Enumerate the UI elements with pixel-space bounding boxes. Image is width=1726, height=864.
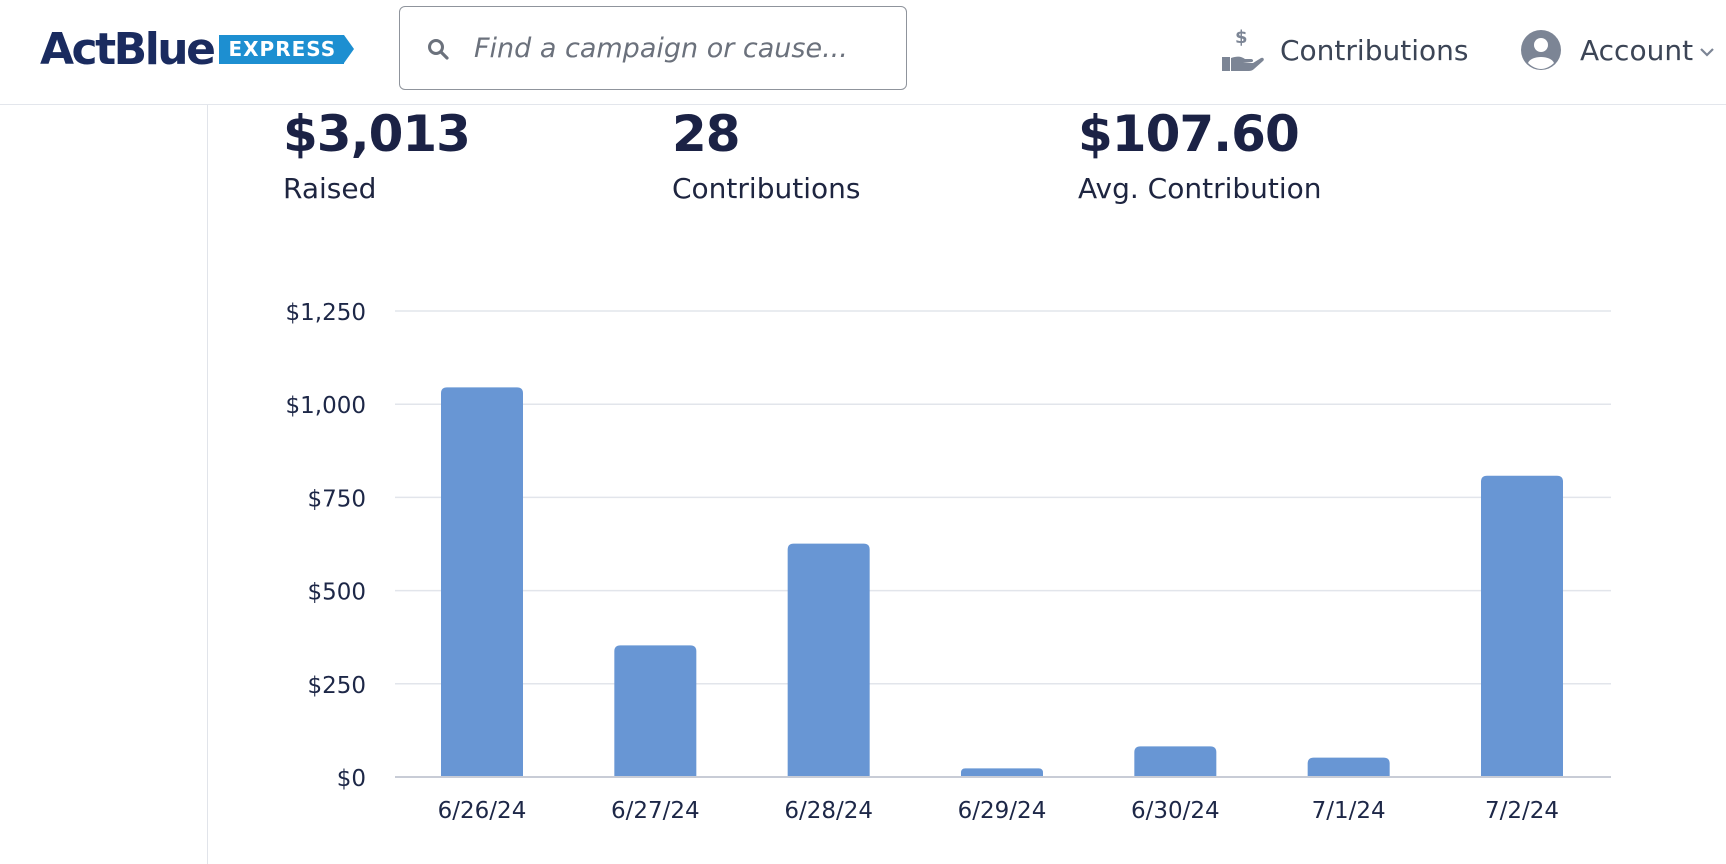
stat-average-value: $107.60 xyxy=(1078,105,1300,163)
search-icon xyxy=(428,39,449,60)
search-box[interactable] xyxy=(399,6,907,90)
nav-contributions-label: Contributions xyxy=(1280,33,1469,67)
stat-contributions-label: Contributions xyxy=(672,172,861,205)
top-header: ActBlue EXPRESS $ Contributions Account xyxy=(0,0,1726,105)
hand-holding-dollar-icon: $ xyxy=(1222,27,1264,71)
contributions-summary-card: $3,013 Raised 28 Contributions $107.60 A… xyxy=(207,104,1726,864)
logo-badge: EXPRESS xyxy=(219,34,355,64)
user-circle-icon xyxy=(1521,30,1561,70)
logo-badge-arrow xyxy=(344,35,355,63)
stat-contributions: 28 Contributions xyxy=(672,104,860,205)
stat-raised: $3,013 Raised xyxy=(283,104,471,205)
svg-text:$: $ xyxy=(1235,27,1248,48)
logo-badge-text: EXPRESS xyxy=(219,34,345,64)
nav-contributions[interactable]: $ Contributions xyxy=(1220,22,1468,78)
actblue-express-logo[interactable]: ActBlue EXPRESS xyxy=(40,23,355,75)
stat-raised-value: $3,013 xyxy=(283,105,471,163)
chevron-down-icon[interactable] xyxy=(1699,47,1715,57)
stat-contributions-value: 28 xyxy=(672,105,741,163)
nav-account[interactable]: Account xyxy=(1520,22,1715,78)
search-input[interactable] xyxy=(474,7,894,89)
stat-average-label: Avg. Contribution xyxy=(1078,172,1322,205)
stat-average: $107.60 Avg. Contribution xyxy=(1078,104,1322,205)
stat-raised-label: Raised xyxy=(283,172,377,205)
nav-account-label: Account xyxy=(1580,33,1694,67)
logo-wordmark: ActBlue xyxy=(40,23,216,75)
